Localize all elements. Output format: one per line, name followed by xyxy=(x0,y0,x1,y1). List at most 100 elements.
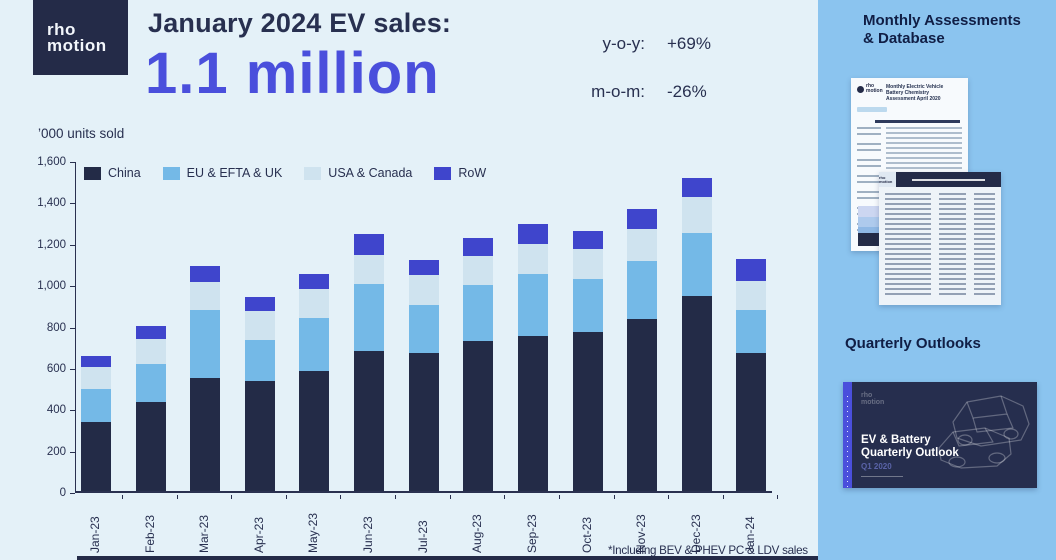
bar-segment-usa-canada xyxy=(190,282,221,310)
card-title-line2: Quarterly Outlook xyxy=(861,447,959,459)
rho-motion-mark-icon xyxy=(857,85,864,93)
card-subtitle: Q1 2020 xyxy=(861,462,892,471)
bar-segment-row xyxy=(572,231,603,249)
logo-text-line2: motion xyxy=(47,35,107,55)
sidebar: Monthly Assessments & Database rho motio… xyxy=(818,0,1056,560)
x-tick-label: Apr-23 xyxy=(251,516,266,553)
bar-segment-china xyxy=(135,402,166,491)
car-sketch-icon xyxy=(938,395,1030,469)
legend-label: EU & EFTA & UK xyxy=(186,166,283,180)
table-body xyxy=(879,187,1001,304)
y-tick-mark xyxy=(70,410,75,412)
legend-item-row: RoW xyxy=(434,166,486,180)
bar-segment-usa-canada xyxy=(736,281,767,310)
bar-segment-row xyxy=(517,224,548,244)
x-tick-label: Mar-23 xyxy=(197,514,212,553)
bar-segment-china xyxy=(736,353,767,491)
y-tick-mark xyxy=(70,286,75,288)
bar-segment-usa-canada xyxy=(299,289,330,319)
page-title: January 2024 EV sales: xyxy=(148,8,452,38)
bar-segment-row xyxy=(299,273,330,290)
bar-segment-eu-efta-uk xyxy=(408,304,439,354)
headline-value: 1.1 million xyxy=(145,41,440,106)
bar-segment-eu-efta-uk xyxy=(517,273,548,336)
bar-segment-row xyxy=(463,237,494,257)
stat-mom-label: m-o-m: xyxy=(591,82,645,101)
document-rule xyxy=(875,120,960,123)
y-tick-label: 200 xyxy=(46,445,66,458)
x-tick-label: Jul-23 xyxy=(415,520,430,553)
y-tick-label: 1,200 xyxy=(37,238,66,251)
bar-Aug-23 xyxy=(463,237,494,491)
bar-segment-eu-efta-uk xyxy=(190,310,221,379)
bar-segment-china xyxy=(244,381,275,491)
x-tick-label: Aug-23 xyxy=(470,514,485,553)
bar-segment-china xyxy=(190,378,221,491)
bar-Oct-23 xyxy=(572,231,603,491)
card-logo-line2: motion xyxy=(861,399,885,406)
bar-segment-eu-efta-uk xyxy=(627,261,658,320)
bar-Mar-23 xyxy=(190,265,221,491)
card-logo-line1: rho xyxy=(861,392,873,399)
bar-segment-usa-canada xyxy=(572,248,603,279)
table-title-band xyxy=(896,172,1001,187)
y-tick-mark xyxy=(70,244,75,246)
bar-Jul-23 xyxy=(408,260,439,491)
bar-segment-usa-canada xyxy=(408,274,439,305)
bar-segment-row xyxy=(135,325,166,339)
bar-segment-usa-canada xyxy=(81,366,111,389)
bar-segment-china xyxy=(81,421,111,491)
bar-segment-china xyxy=(463,341,494,491)
y-tick-mark xyxy=(70,451,75,453)
y-tick-label: 1,600 xyxy=(37,156,66,168)
legend-swatch-icon xyxy=(84,166,101,180)
document-header: rho motion Monthly Electric Vehicle Batt… xyxy=(857,84,962,102)
x-tick-mark xyxy=(722,495,724,499)
y-tick-label: 800 xyxy=(46,321,66,334)
bar-segment-eu-efta-uk xyxy=(135,363,166,403)
bar-segment-eu-efta-uk xyxy=(244,339,275,382)
bar-segment-china xyxy=(299,371,330,491)
y-tick-label: 400 xyxy=(46,404,66,417)
stat-yoy: y-o-y: +69% xyxy=(560,34,750,54)
x-tick-mark xyxy=(558,495,560,499)
card-spine xyxy=(843,382,852,488)
legend-item-eu-efta-uk: EU & EFTA & UK xyxy=(162,166,283,180)
bar-segment-usa-canada xyxy=(463,256,494,286)
table-column xyxy=(973,193,996,298)
bar-segment-row xyxy=(244,296,275,312)
stat-mom-value: -26% xyxy=(667,82,707,101)
bar-segment-eu-efta-uk xyxy=(572,278,603,332)
x-tick-mark xyxy=(777,495,779,499)
rho-motion-logo: rho motion xyxy=(33,0,128,75)
x-tick-mark xyxy=(395,495,397,499)
y-tick-label: 600 xyxy=(46,362,66,375)
x-tick-label: Oct-23 xyxy=(579,516,594,553)
sidebar-section1-title: Monthly Assessments & Database xyxy=(863,12,1021,47)
bar-segment-usa-canada xyxy=(354,255,385,285)
bar-Feb-23 xyxy=(135,325,166,491)
x-tick-label: Dec-23 xyxy=(688,514,703,553)
x-tick-mark xyxy=(176,495,178,499)
bar-segment-eu-efta-uk xyxy=(299,318,330,372)
bar-segment-usa-canada xyxy=(135,338,166,364)
x-tick-label: Jan-23 xyxy=(88,516,102,553)
legend-label: USA & Canada xyxy=(328,166,413,180)
bar-May-23 xyxy=(299,273,330,491)
bar-Dec-23 xyxy=(681,177,712,491)
bar-Apr-23 xyxy=(244,296,275,491)
y-tick-label: 1,000 xyxy=(37,280,66,293)
quarterly-outlook-card: rho motion EV & Battery Quarter xyxy=(843,382,1037,488)
table-header: rho motion xyxy=(879,172,1001,187)
y-tick-mark xyxy=(70,368,75,370)
chart-legend: China EU & EFTA & UK USA & Canada RoW xyxy=(84,166,486,180)
table-column xyxy=(885,193,932,298)
chart-footnote: *Including BEV & PHEV PC & LDV sales xyxy=(608,543,808,557)
legend-label: RoW xyxy=(458,166,487,180)
bar-segment-china xyxy=(681,295,712,491)
document-tag xyxy=(857,107,887,112)
stat-yoy-label: y-o-y: xyxy=(602,34,646,53)
bottom-accent-bar xyxy=(77,556,1043,560)
bar-segment-row xyxy=(681,177,712,198)
legend-swatch-icon xyxy=(434,166,452,180)
